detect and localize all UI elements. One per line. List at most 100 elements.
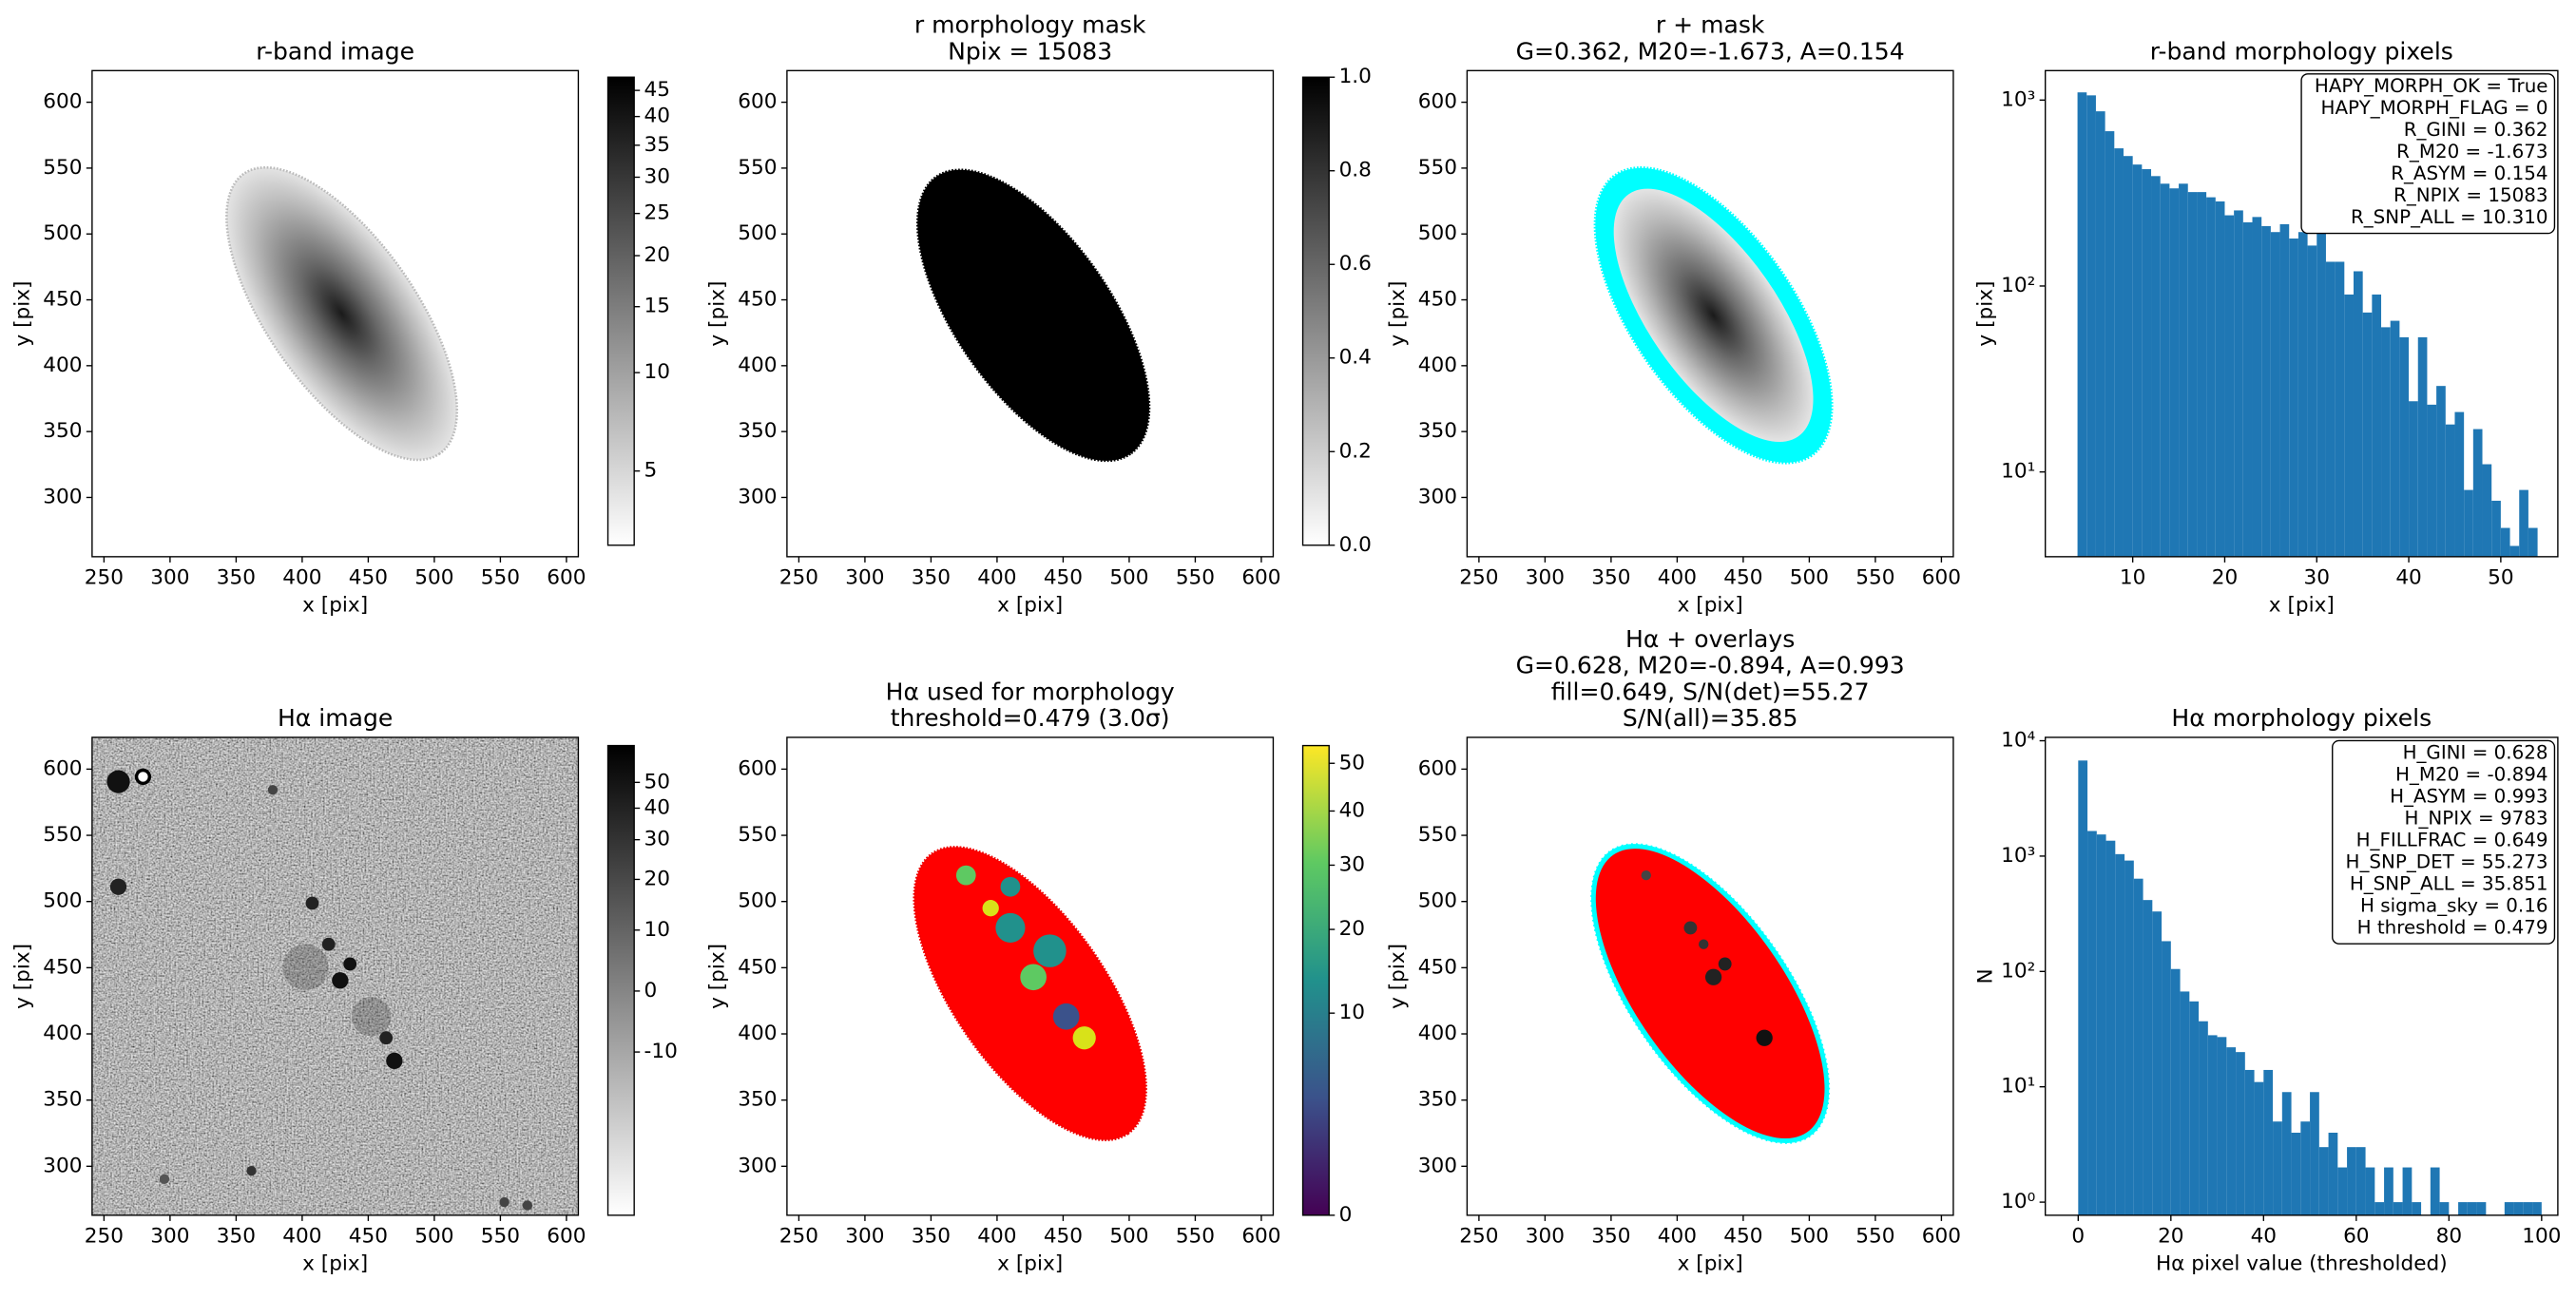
x-axis-label: x [pix] (997, 1252, 1063, 1276)
bar (2236, 1052, 2245, 1215)
y-tick-label: 10³ (2001, 87, 2035, 111)
chart-title: Hα + overlays (1625, 625, 1795, 653)
x-tick-label: 500 (414, 1224, 453, 1248)
y-axis-label: y [pix] (1386, 281, 1410, 347)
bar (2328, 1132, 2338, 1215)
bar (2291, 1132, 2301, 1215)
colorbar-tick-label: 20 (644, 867, 670, 890)
source-blob (522, 1200, 533, 1211)
colorbar-tick-label: 0.6 (1339, 252, 1372, 276)
y-tick-label: 300 (1418, 1154, 1457, 1177)
source-blob (321, 937, 336, 951)
annotation: H_ASYM = 0.993 (2390, 786, 2547, 808)
axes-frame (1466, 69, 1954, 558)
bar (2464, 489, 2473, 557)
axes-frame (2045, 736, 2559, 1216)
x-tick-label: 450 (1723, 1224, 1762, 1248)
y-axis-label: y [pix] (1386, 944, 1410, 1009)
bar (2187, 192, 2198, 557)
y-tick-label: 600 (738, 756, 777, 780)
x-axis-label: x [pix] (1678, 594, 1743, 618)
bar (2310, 1092, 2319, 1215)
colorbar-tick-label: 35 (644, 133, 670, 157)
chart-title: Hα image (278, 704, 393, 732)
x-tick-label: 550 (481, 1224, 520, 1248)
x-tick-label: 10 (2120, 565, 2145, 589)
bar (2500, 527, 2510, 557)
y-tick-label: 300 (738, 1154, 777, 1177)
image (913, 846, 1147, 1141)
y-tick-label: 10² (2001, 959, 2035, 983)
plot-area (1593, 166, 1834, 465)
y-tick-label: 300 (738, 485, 777, 508)
x-tick-label: 300 (845, 1224, 884, 1248)
y-tick-label: 500 (43, 221, 82, 245)
source-blob (379, 1031, 394, 1045)
source-blob (106, 770, 130, 793)
bar (2523, 1202, 2533, 1215)
colorbar-tick-label: -10 (644, 1040, 678, 1063)
bar (2226, 1047, 2237, 1215)
plot-area (913, 846, 1147, 1141)
x-axis-label: x [pix] (2269, 594, 2335, 618)
y-tick-label: 400 (43, 1022, 82, 1045)
annotation-box (2300, 73, 2556, 235)
x-tick-label: 550 (1855, 1224, 1894, 1248)
bar (2123, 156, 2133, 557)
axes-frame (786, 736, 1275, 1216)
y-tick-label: 450 (43, 955, 82, 979)
colorbar (1301, 744, 1330, 1216)
x-tick-label: 450 (1044, 565, 1083, 589)
plot-area (915, 168, 1151, 463)
bar (2224, 215, 2235, 557)
x-axis-label: x [pix] (302, 1252, 368, 1276)
colorbar-tick-label: 40 (644, 105, 670, 128)
x-axis-label: x [pix] (302, 594, 368, 618)
y-tick-label: 10⁴ (2001, 729, 2035, 753)
x-tick-label: 250 (1459, 565, 1498, 589)
bar (2355, 1147, 2366, 1215)
y-tick-label: 600 (43, 90, 82, 114)
bar (2381, 327, 2391, 557)
x-tick-label: 450 (349, 1224, 388, 1248)
y-tick-label: 600 (1418, 756, 1457, 780)
x-tick-label: 250 (779, 565, 818, 589)
emission-blob (1704, 968, 1722, 985)
x-tick-label: 30 (2304, 565, 2330, 589)
annotation: HAPY_MORPH_OK = True (2315, 75, 2548, 97)
x-tick-label: 300 (150, 565, 189, 589)
x-axis-label: x [pix] (997, 594, 1063, 618)
bar (2115, 853, 2125, 1215)
bar (2427, 404, 2437, 557)
x-tick-label: 300 (845, 565, 884, 589)
bar (2207, 1035, 2218, 1215)
y-tick-label: 350 (738, 419, 777, 443)
emission-blob (982, 900, 999, 917)
bar (2279, 223, 2290, 557)
bar (2417, 336, 2428, 557)
bar (2197, 192, 2207, 557)
bar (2160, 183, 2170, 557)
colorbar-tick-label: 30 (644, 828, 670, 851)
y-tick-label: 400 (1418, 1022, 1457, 1045)
y-tick-label: 300 (43, 1154, 82, 1177)
y-tick-label: 10¹ (2001, 460, 2035, 484)
x-tick-label: 450 (1044, 1224, 1083, 1248)
colorbar (1301, 76, 1330, 546)
annotation: H_SNP_ALL = 35.851 (2350, 873, 2548, 895)
image (225, 165, 459, 462)
x-tick-label: 500 (1790, 1224, 1829, 1248)
chart-title: r-band morphology pixels (2150, 37, 2453, 65)
annotation: HAPY_MORPH_FLAG = 0 (2321, 97, 2548, 119)
x-tick-label: 20 (2158, 1224, 2183, 1248)
bar (2513, 1202, 2524, 1215)
plot-area (225, 165, 459, 462)
colorbar (606, 744, 635, 1216)
bar (2325, 261, 2336, 557)
emission-blob (955, 865, 976, 886)
y-tick-label: 350 (43, 419, 82, 443)
y-tick-label: 10² (2001, 274, 2035, 297)
bar (2454, 411, 2465, 557)
x-tick-label: 550 (481, 565, 520, 589)
